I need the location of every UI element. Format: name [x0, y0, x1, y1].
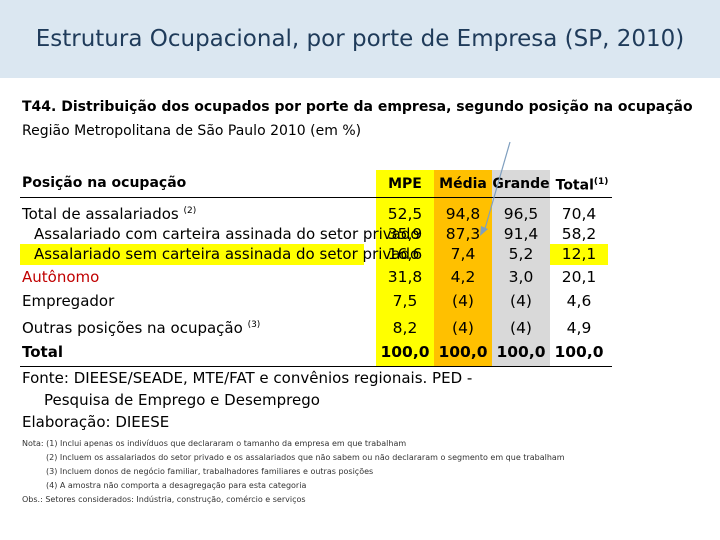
header-divider: [20, 197, 612, 198]
row-label-empregador: Empregador: [22, 292, 115, 310]
cell-grande: (4): [510, 319, 532, 337]
cell-total: 4,6: [566, 292, 592, 310]
header-media: Média: [439, 176, 487, 192]
note-4: (4) A amostra não comporta a desagregaçã…: [46, 481, 307, 490]
table-bottom-rule: [20, 366, 612, 367]
cell-mpe: 7,5: [392, 292, 418, 310]
note-2: (2) Incluem os assalariados do setor pri…: [46, 453, 565, 462]
header-row-label: Posição na ocupação: [22, 175, 187, 191]
obs-note: Obs.: Setores considerados: Indústria, c…: [22, 495, 306, 504]
cell-total: 70,4: [561, 205, 597, 223]
row-highlight-total: [550, 244, 608, 265]
slide-title: Estrutura Ocupacional, por porte de Empr…: [35, 26, 685, 52]
header-total: Total(1): [552, 177, 612, 194]
row-label-total: Total: [22, 343, 63, 361]
source-line-1: Fonte: DIEESE/SEADE, MTE/FAT e convênios…: [22, 369, 473, 387]
cell-total: 20,1: [561, 268, 597, 286]
cell-mpe: 8,2: [392, 319, 418, 337]
note-1: Nota: (1) Inclui apenas os indivíduos qu…: [22, 439, 407, 448]
cell-media: (4): [452, 319, 474, 337]
cell-media: 4,2: [450, 268, 476, 286]
cell-media: 100,0: [438, 343, 488, 361]
cell-mpe: 100,0: [380, 343, 430, 361]
cell-mpe: 35,9: [387, 225, 423, 243]
cell-total: 12,1: [561, 245, 597, 263]
header-total-sup: (1): [593, 177, 609, 187]
cell-grande: (4): [510, 292, 532, 310]
source-line-2: Pesquisa de Emprego e Desemprego: [44, 391, 320, 409]
media-column-bg: [434, 170, 492, 366]
row-label-text: Total de assalariados: [22, 205, 179, 223]
cell-grande: 96,5: [503, 205, 539, 223]
cell-total: 58,2: [561, 225, 597, 243]
row-label-autonomo: Autônomo: [22, 268, 100, 286]
cell-grande: 5,2: [508, 245, 534, 263]
cell-grande: 100,0: [496, 343, 546, 361]
elaboration: Elaboração: DIEESE: [22, 413, 170, 431]
table-caption-text: . Distribuição dos ocupados por porte da…: [51, 99, 693, 115]
cell-media: 94,8: [445, 205, 481, 223]
note-3: (3) Incluem donos de negócio familiar, t…: [46, 467, 374, 476]
slide-title-band: Estrutura Ocupacional, por porte de Empr…: [0, 0, 720, 78]
row-label-sup: (2): [183, 206, 197, 216]
row-highlight-label: [20, 244, 364, 265]
cell-mpe: 16,6: [387, 245, 423, 263]
row-label-sup: (3): [247, 320, 261, 330]
table-subcaption: Região Metropolitana de São Paulo 2010 (…: [22, 123, 362, 139]
cell-mpe: 31,8: [387, 268, 423, 286]
row-label-sem-carteira: Assalariado sem carteira assinada do set…: [34, 245, 420, 263]
header-grande: Grande: [492, 176, 550, 192]
row-label-outras: Outras posições na ocupação (3): [22, 319, 260, 337]
header-total-text: Total: [555, 177, 594, 194]
grande-column-bg: [492, 170, 550, 366]
cell-media: 7,4: [450, 245, 476, 263]
cell-grande: 91,4: [503, 225, 539, 243]
cell-media: (4): [452, 292, 474, 310]
mpe-column-bg: [376, 170, 434, 366]
row-label-com-carteira: Assalariado com carteira assinada do set…: [34, 225, 420, 243]
cell-total: 100,0: [554, 343, 604, 361]
cell-mpe: 52,5: [387, 205, 423, 223]
cell-grande: 3,0: [508, 268, 534, 286]
table-caption: T44. Distribuição dos ocupados por porte…: [22, 99, 693, 115]
row-label-text: Outras posições na ocupação: [22, 319, 243, 337]
cell-media: 87,3: [445, 225, 481, 243]
cell-total: 4,9: [566, 319, 592, 337]
table-id: T44: [22, 99, 52, 115]
row-label-total-assalariados: Total de assalariados (2): [22, 205, 196, 223]
annotation-arrow: [480, 141, 511, 236]
header-mpe: MPE: [388, 176, 422, 192]
